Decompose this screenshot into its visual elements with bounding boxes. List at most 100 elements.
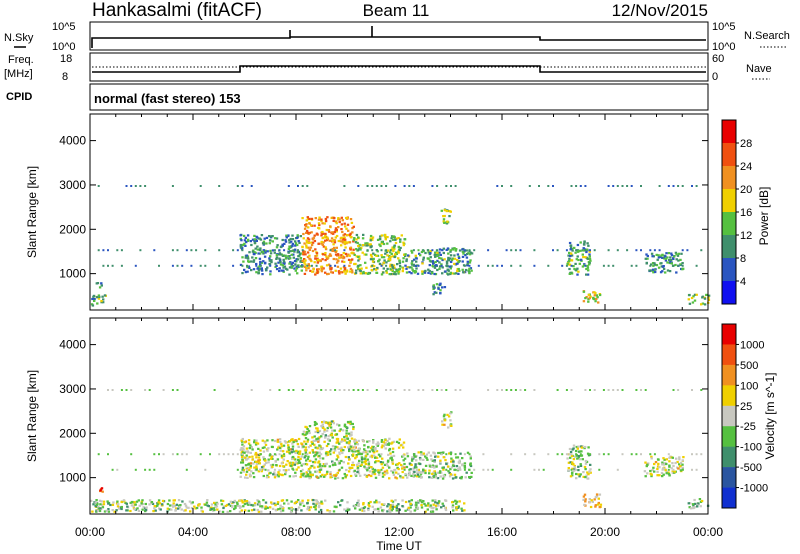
colorbar-tick-label: -100 xyxy=(740,442,762,454)
colorbar-tick-label: 28 xyxy=(740,138,752,150)
velocity-heatmap xyxy=(90,389,710,513)
colorbar-swatch xyxy=(722,385,736,407)
power-colorbar-label: Power [dB] xyxy=(757,187,771,246)
velocity-colorbar: 1000 500 100 25 -25 -100 -500 -1000 xyxy=(721,323,768,509)
echo-region xyxy=(90,498,466,513)
y-tick-label: 4000 xyxy=(59,134,86,148)
colorbar-tick-label: 1000 xyxy=(740,339,764,351)
x-tick-label: 20:00 xyxy=(590,525,620,539)
echo-region xyxy=(582,493,603,509)
echo-region xyxy=(404,451,473,480)
sparse-echoes xyxy=(97,389,703,471)
nsky-tick-bottom: 10^0 xyxy=(52,41,76,53)
power-y-label: Slant Range [km] xyxy=(25,166,39,258)
colorbar-swatch xyxy=(722,258,736,282)
colorbar-swatch xyxy=(722,426,736,447)
nave-tick-bottom: 0 xyxy=(712,71,718,83)
y-tick-label: 4000 xyxy=(59,338,86,352)
colorbar-swatch xyxy=(722,281,736,305)
colorbar-swatch xyxy=(722,235,736,259)
y-tick-label: 3000 xyxy=(59,382,86,396)
freq-unit-label: [MHz] xyxy=(4,68,33,80)
colorbar-tick-label: 25 xyxy=(740,401,752,413)
echo-region xyxy=(566,240,592,276)
power-heatmap xyxy=(90,185,711,307)
x-tick-label: 16:00 xyxy=(487,525,517,539)
velocity-y-axis: 1000 2000 3000 4000 xyxy=(59,318,709,514)
colorbar-tick-label: 100 xyxy=(740,380,758,392)
colorbar-swatch xyxy=(722,120,736,144)
time-x-label: Time UT xyxy=(376,539,422,553)
echo-region xyxy=(441,411,453,429)
echo-region xyxy=(687,293,711,306)
colorbar-swatch xyxy=(722,143,736,167)
colorbar-tick-label: 500 xyxy=(740,360,758,372)
nave-tick-top: 60 xyxy=(712,53,724,65)
nsearch-tick-top: 10^5 xyxy=(712,21,736,33)
colorbar-tick-label: 20 xyxy=(740,184,752,196)
nsearch-tick-bottom: 10^0 xyxy=(712,41,736,53)
colorbar-tick-label: 12 xyxy=(740,230,752,242)
echo-region xyxy=(239,233,304,276)
colorbar-tick-label: 16 xyxy=(740,207,752,219)
echo-region xyxy=(404,247,474,276)
echo-region xyxy=(301,216,355,276)
power-y-axis: 1000 2000 3000 4000 xyxy=(59,114,709,310)
date-label: 12/Nov/2015 xyxy=(612,1,708,20)
colorbar-tick-label: -25 xyxy=(740,421,756,433)
station-title: Hankasalmi (fitACF) xyxy=(92,0,262,21)
power-colorbar: 28 24 20 16 12 8 4 xyxy=(721,119,752,305)
echo-region xyxy=(239,437,304,479)
echo-region xyxy=(95,282,103,289)
colorbar-tick-label: -500 xyxy=(740,462,762,474)
colorbar-tick-label: 24 xyxy=(740,161,752,173)
echo-region xyxy=(432,282,447,296)
echo-region xyxy=(90,294,107,307)
colorbar-tick-label: 4 xyxy=(740,276,746,288)
echo-region xyxy=(582,290,602,304)
colorbar-swatch xyxy=(722,189,736,213)
echo-region xyxy=(99,487,104,493)
beam-label: Beam 11 xyxy=(363,1,430,20)
x-tick-label: 12:00 xyxy=(384,525,414,539)
colorbar-swatch xyxy=(722,405,736,427)
x-tick-label: 08:00 xyxy=(281,525,311,539)
y-tick-label: 1000 xyxy=(59,471,86,485)
echo-region xyxy=(643,455,685,478)
colorbar-swatch xyxy=(722,344,736,366)
nsky-tick-top: 10^5 xyxy=(52,21,76,33)
y-tick-label: 1000 xyxy=(59,267,86,281)
colorbar-swatch xyxy=(722,487,736,509)
velocity-colorbar-label: Velocity [m s^-1] xyxy=(763,373,777,460)
colorbar-swatch xyxy=(722,467,736,488)
y-tick-label: 2000 xyxy=(59,222,86,236)
power-panel: 1000 2000 3000 4000 Slant Range [km] 28 24 20… xyxy=(25,113,771,311)
colorbar-tick-label: -1000 xyxy=(740,483,768,495)
time-x-axis: 00:00 04:00 08:00 12:00 16:00 20:00 00:00 xyxy=(75,525,723,539)
x-tick-label: 00:00 xyxy=(75,525,105,539)
cpid-text: normal (fast stereo) 153 xyxy=(94,91,241,106)
nsky-panel: N.Sky 10^5 10^0 10^5 10^0 N.Search xyxy=(4,21,790,53)
cpid-label: CPID xyxy=(6,91,32,103)
echo-region xyxy=(352,437,407,480)
colorbar-swatch xyxy=(722,364,736,386)
echo-region xyxy=(644,251,685,274)
colorbar-swatch xyxy=(722,166,736,190)
nsearch-label: N.Search xyxy=(744,30,790,42)
nsky-label: N.Sky xyxy=(4,32,34,44)
colorbar-swatch xyxy=(722,212,736,236)
freq-tick-top: 18 xyxy=(60,53,72,65)
y-tick-label: 2000 xyxy=(59,426,86,440)
echo-region xyxy=(440,208,452,225)
nave-label: Nave xyxy=(746,63,772,75)
y-tick-label: 3000 xyxy=(59,178,86,192)
echo-region xyxy=(301,420,355,480)
freq-panel: Freq. [MHz] 18 8 60 0 Nave xyxy=(4,52,772,83)
cpid-panel: CPID normal (fast stereo) 153 xyxy=(6,83,709,111)
velocity-panel: 1000 2000 3000 4000 Slant Range [km] 1000 50… xyxy=(25,317,777,553)
echo-region xyxy=(566,444,592,480)
freq-tick-bottom: 8 xyxy=(62,71,68,83)
x-tick-label: 04:00 xyxy=(178,525,208,539)
x-tick-label: 00:00 xyxy=(693,525,723,539)
